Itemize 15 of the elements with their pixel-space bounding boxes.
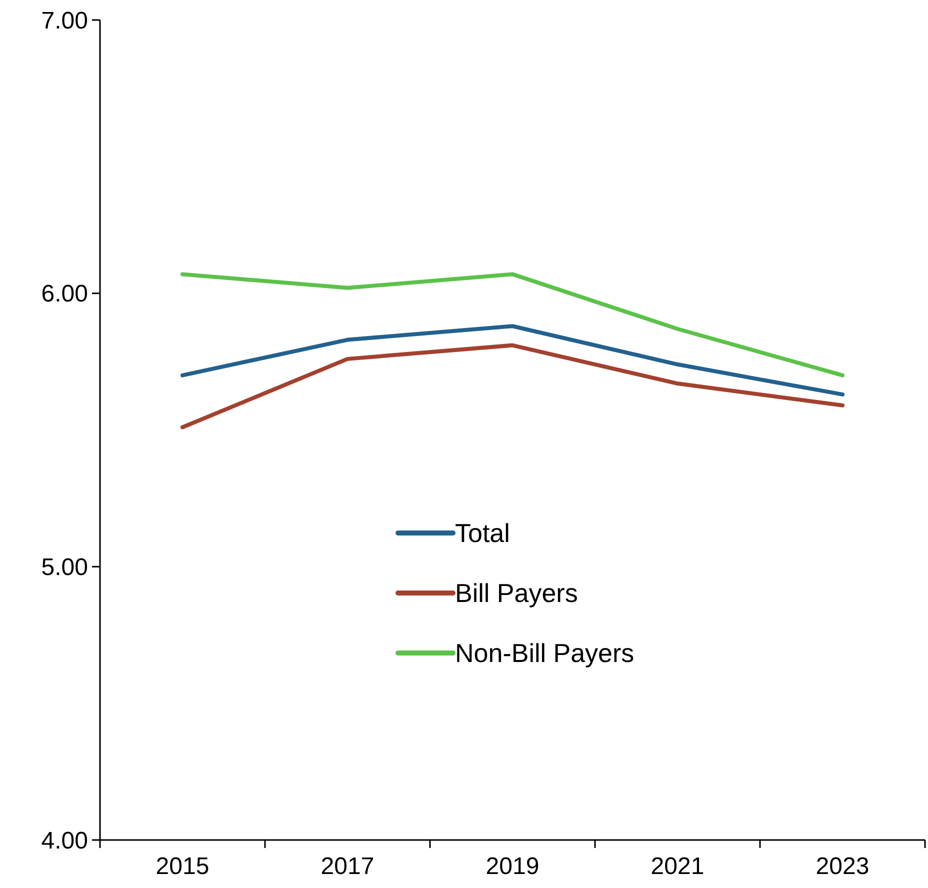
line-series <box>180 324 844 396</box>
x-tick-label: 2017 <box>320 853 374 880</box>
x-tick-label: 2021 <box>650 853 704 880</box>
legend-label: Total <box>455 518 510 548</box>
legend-label: Non-Bill Payers <box>455 638 634 668</box>
legend-label: Bill Payers <box>455 578 578 608</box>
y-tick-label: 7.00 <box>41 7 88 34</box>
y-tick-label: 4.00 <box>41 827 88 854</box>
x-tick-label: 2019 <box>486 853 540 880</box>
y-tick-label: 5.00 <box>41 554 88 582</box>
x-tick-label: 2015 <box>156 853 210 880</box>
line-series <box>180 343 844 430</box>
line-series <box>180 272 844 378</box>
x-tick-label: 2023 <box>816 853 870 880</box>
y-tick-label: 6.00 <box>41 280 88 308</box>
